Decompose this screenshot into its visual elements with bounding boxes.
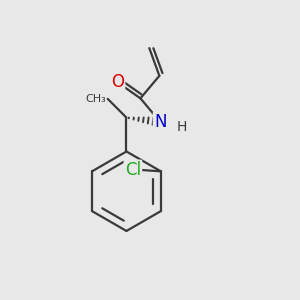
Text: O: O [111, 73, 124, 91]
Text: CH₃: CH₃ [85, 94, 106, 104]
Text: Cl: Cl [125, 161, 141, 179]
Text: H: H [176, 120, 187, 134]
Text: N: N [154, 113, 167, 131]
